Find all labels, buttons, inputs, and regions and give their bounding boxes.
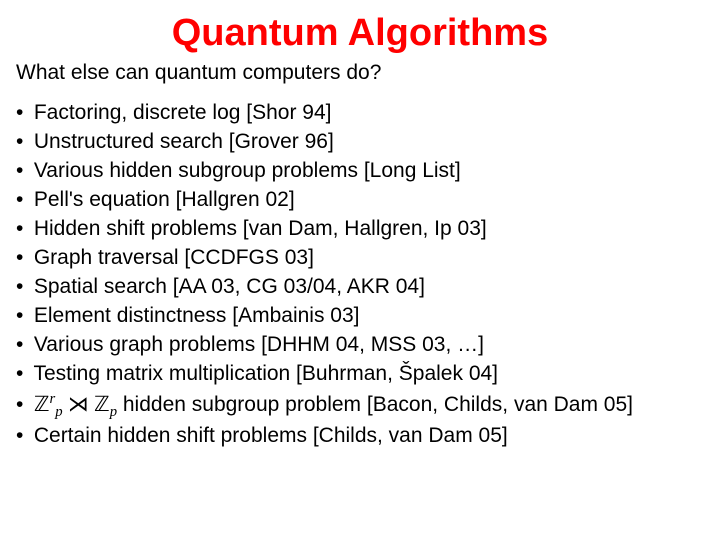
- bullet-item: • Pell's equation [Hallgren 02]: [16, 186, 706, 215]
- bullet-text: Element distinctness [Ambainis 03]: [34, 304, 360, 327]
- bullet-text: hidden subgroup problem [Bacon, Childs, …: [117, 393, 633, 416]
- slide-subtitle: What else can quantum computers do?: [16, 61, 706, 85]
- bullet-text: Pell's equation [Hallgren 02]: [34, 188, 295, 211]
- bullet-item: • Factoring, discrete log [Shor 94]: [16, 99, 706, 128]
- bullet-item: • Hidden shift problems [van Dam, Hallgr…: [16, 215, 706, 244]
- math-expr: ℤrp ⋊ ℤp: [34, 392, 117, 416]
- bullet-text: Graph traversal [CCDFGS 03]: [34, 246, 314, 269]
- bullet-text: Various hidden subgroup problems [Long L…: [34, 159, 461, 182]
- bullet-item: • Element distinctness [Ambainis 03]: [16, 302, 706, 331]
- slide-title: Quantum Algorithms: [14, 12, 706, 55]
- bullet-list: • Factoring, discrete log [Shor 94] • Un…: [16, 99, 706, 451]
- bullet-item: • Testing matrix multiplication [Buhrman…: [16, 360, 706, 389]
- bullet-item: • Various graph problems [DHHM 04, MSS 0…: [16, 331, 706, 360]
- bullet-text: Unstructured search [Grover 96]: [34, 130, 334, 153]
- bullet-item: • Spatial search [AA 03, CG 03/04, AKR 0…: [16, 273, 706, 302]
- bullet-item: • Certain hidden shift problems [Childs,…: [16, 422, 706, 451]
- bullet-item: • ℤrp ⋊ ℤp hidden subgroup problem [Baco…: [16, 389, 706, 422]
- bullet-text: Hidden shift problems [van Dam, Hallgren…: [34, 217, 487, 240]
- bullet-item: • Unstructured search [Grover 96]: [16, 128, 706, 157]
- bullet-item: • Graph traversal [CCDFGS 03]: [16, 244, 706, 273]
- slide: Quantum Algorithms What else can quantum…: [0, 0, 720, 540]
- bullet-item: • Various hidden subgroup problems [Long…: [16, 157, 706, 186]
- bullet-text: Spatial search [AA 03, CG 03/04, AKR 04]: [34, 275, 425, 298]
- bullet-text: Factoring, discrete log [Shor 94]: [34, 101, 332, 124]
- bullet-text: Certain hidden shift problems [Childs, v…: [34, 424, 508, 447]
- bullet-text: Testing matrix multiplication [Buhrman, …: [33, 362, 498, 385]
- bullet-text: Various graph problems [DHHM 04, MSS 03,…: [34, 333, 484, 356]
